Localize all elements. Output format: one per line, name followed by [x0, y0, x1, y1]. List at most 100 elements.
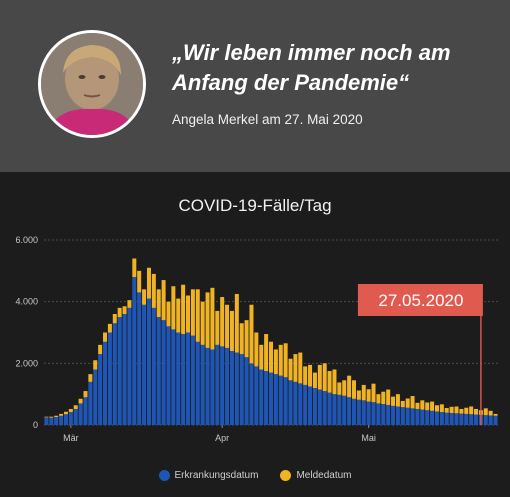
bar-melde: [73, 405, 78, 409]
legend-swatch-melde: [280, 470, 292, 481]
bar-erkrankung: [78, 403, 83, 425]
bar-erkrankung: [210, 349, 215, 425]
bar-erkrankung: [351, 398, 356, 425]
bar-melde: [361, 384, 366, 401]
bar-erkrankung: [229, 351, 234, 425]
bar-erkrankung: [234, 352, 239, 425]
bar-erkrankung: [117, 317, 122, 425]
bar-melde: [337, 382, 342, 395]
bar-melde: [137, 270, 142, 293]
bar-melde: [78, 398, 83, 404]
bar-melde: [464, 407, 469, 414]
bar-melde: [400, 400, 405, 408]
bar-erkrankung: [83, 397, 88, 425]
bar-erkrankung: [205, 347, 210, 425]
bar-erkrankung: [474, 414, 479, 425]
bar-melde: [410, 396, 415, 409]
bar-erkrankung: [327, 392, 332, 426]
bar-melde: [59, 413, 64, 416]
bar-melde: [146, 267, 151, 299]
bar-melde: [327, 371, 332, 393]
bar-melde: [254, 332, 259, 367]
bar-melde: [68, 408, 73, 413]
bar-erkrankung: [293, 381, 298, 425]
bar-melde: [347, 375, 352, 398]
bar-erkrankung: [308, 386, 313, 425]
bar-melde: [200, 301, 205, 345]
bar-erkrankung: [190, 335, 195, 425]
bar-melde: [171, 286, 176, 330]
bar-erkrankung: [459, 413, 464, 425]
bar-melde: [190, 289, 195, 336]
bar-erkrankung: [356, 399, 361, 425]
bar-melde: [415, 402, 420, 409]
bar-melde: [244, 320, 249, 358]
bar-erkrankung: [93, 369, 98, 425]
bar-erkrankung: [249, 363, 254, 425]
annotation-box: [357, 284, 483, 316]
bar-melde: [278, 344, 283, 376]
bar-erkrankung: [361, 400, 366, 425]
bar-erkrankung: [376, 403, 381, 425]
bar-melde: [259, 344, 264, 370]
bar-erkrankung: [73, 408, 78, 425]
quote-attribution: Angela Merkel am 27. Mai 2020: [172, 112, 363, 127]
bar-erkrankung: [166, 326, 171, 425]
bar-melde: [283, 343, 288, 378]
bar-erkrankung: [278, 375, 283, 425]
bar-melde: [176, 298, 181, 333]
bar-melde: [264, 334, 269, 372]
legend-label-melde: Meldedatum: [296, 470, 352, 481]
y-tick-label: 2.000: [15, 358, 38, 368]
bar-erkrankung: [288, 380, 293, 425]
y-tick-label: 0: [33, 420, 38, 430]
quote-text: „Wir leben immer noch am Anfang der Pand…: [172, 40, 451, 95]
bar-erkrankung: [337, 394, 342, 425]
bar-melde: [132, 258, 137, 277]
bar-melde: [88, 374, 93, 382]
bar-erkrankung: [430, 410, 435, 425]
legend-item-erkrankung: Erkrankungsdatum: [158, 470, 259, 481]
bar-erkrankung: [244, 357, 249, 425]
legend-label-erkrankung: Erkrankungsdatum: [174, 470, 259, 481]
bar-melde: [434, 405, 439, 412]
bar-melde: [381, 391, 386, 405]
bar-melde: [308, 364, 313, 387]
bar-erkrankung: [103, 341, 108, 425]
bar-erkrankung: [464, 413, 469, 425]
bar-erkrankung: [381, 404, 386, 425]
bar-melde: [220, 297, 225, 347]
bar-melde: [93, 360, 98, 370]
bar-erkrankung: [68, 412, 73, 425]
bar-melde: [117, 307, 122, 318]
bar-erkrankung: [127, 307, 132, 425]
bar-melde: [186, 295, 191, 333]
bar-melde: [142, 289, 147, 305]
bar-melde: [122, 306, 127, 314]
bar-erkrankung: [151, 307, 156, 425]
bar-erkrankung: [425, 410, 430, 425]
bar-melde: [332, 369, 337, 395]
bar-erkrankung: [273, 374, 278, 426]
bar-erkrankung: [449, 412, 454, 425]
chart-title: COVID-19-Fälle/Tag: [178, 196, 332, 215]
bar-erkrankung: [259, 369, 264, 425]
bar-erkrankung: [420, 409, 425, 425]
quote-header: „Wir leben immer noch am Anfang der Pand…: [0, 0, 510, 172]
bar-melde: [249, 304, 254, 364]
bar-erkrankung: [415, 408, 420, 425]
bar-erkrankung: [439, 412, 444, 425]
bar-erkrankung: [49, 417, 54, 425]
bar-melde: [356, 390, 361, 400]
bar-erkrankung: [400, 407, 405, 425]
bar-melde: [322, 363, 327, 392]
avatar: [38, 30, 146, 138]
bar-melde: [49, 416, 54, 418]
y-tick-label: 4.000: [15, 297, 38, 307]
bar-melde: [166, 301, 171, 327]
bar-melde: [181, 284, 186, 335]
bar-erkrankung: [200, 344, 205, 425]
bar-melde: [376, 394, 381, 404]
bar-melde: [342, 380, 347, 396]
